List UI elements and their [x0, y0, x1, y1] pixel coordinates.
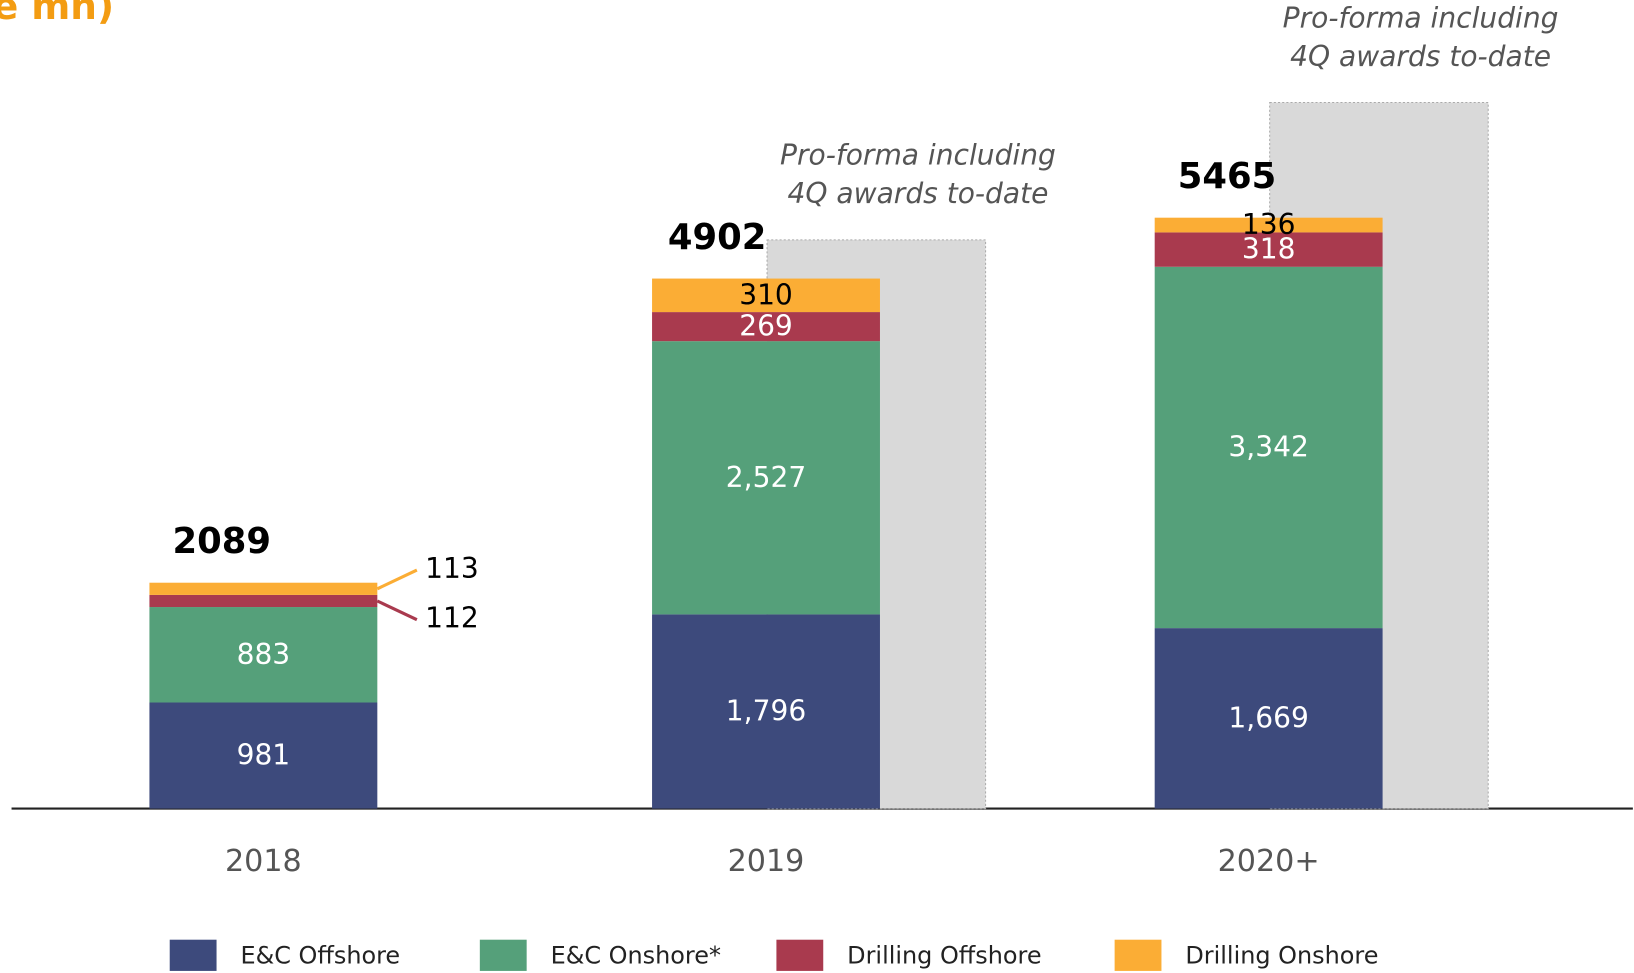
bar-segment	[149, 607, 378, 703]
legend-swatch	[1114, 939, 1162, 971]
legend-label: E&C Onshore*	[551, 941, 721, 969]
legend-label: E&C Offshore	[240, 941, 400, 969]
segment-label: 269	[739, 310, 793, 343]
leader-line	[376, 599, 418, 622]
bar-segment	[149, 594, 378, 608]
chart-title: e mn)	[0, 0, 114, 28]
legend-swatch	[479, 939, 527, 971]
bar-segment	[652, 278, 880, 313]
x-tick-label: 2018	[225, 844, 302, 879]
segment-label: 318	[1242, 233, 1296, 266]
total-label: 4902	[668, 217, 766, 258]
segment-label: 113	[425, 552, 479, 585]
legend-swatch	[776, 939, 824, 971]
legend-label: Drilling Onshore	[1185, 941, 1378, 969]
segment-label: 1,669	[1228, 701, 1308, 734]
proforma-annotation: Pro-forma including	[780, 139, 1056, 172]
proforma-annotation: 4Q awards to-date	[788, 177, 1049, 210]
bar-segment	[1154, 232, 1383, 267]
bar-segment	[149, 702, 378, 809]
segment-label: 1,796	[726, 695, 806, 728]
bar-segment	[1154, 217, 1383, 233]
legend-swatch	[169, 939, 217, 971]
x-tick-label: 2019	[728, 844, 805, 879]
segment-label: 112	[425, 602, 479, 635]
proforma-annotation: Pro-forma including	[1283, 1, 1559, 34]
segment-label: 3,342	[1228, 430, 1308, 463]
proforma-annotation: 4Q awards to-date	[1290, 40, 1551, 73]
leader-line	[376, 568, 418, 591]
segment-label: 883	[237, 638, 291, 671]
segment-label: 2,527	[726, 461, 806, 494]
bar-segment	[652, 614, 880, 809]
total-label: 5465	[1178, 156, 1276, 197]
bar-segment	[1154, 266, 1383, 629]
x-tick-label: 2020+	[1218, 844, 1320, 879]
bar-segment	[652, 341, 880, 615]
segment-label: 310	[739, 278, 793, 311]
segment-label: 981	[237, 739, 291, 772]
bar-segment	[149, 582, 378, 595]
total-label: 2089	[173, 521, 271, 562]
segment-label: 136	[1242, 208, 1296, 241]
legend-label: Drilling Offshore	[847, 941, 1041, 969]
bar-segment	[1154, 628, 1383, 809]
bar-segment	[652, 312, 880, 342]
